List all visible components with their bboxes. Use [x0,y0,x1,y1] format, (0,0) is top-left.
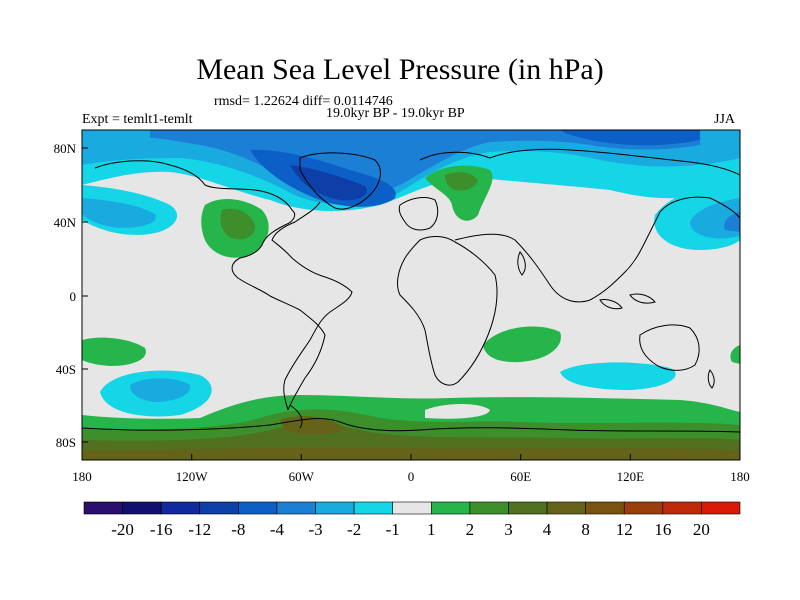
colorbar-label: -1 [386,520,400,539]
new-zealand-coast [707,369,715,389]
coastlines [82,148,740,433]
arabian-peninsula-coast [517,251,526,276]
colorbar-swatch [353,501,394,515]
colorbar-swatch [469,501,509,515]
siberia-anomaly-minus-4 [560,130,700,146]
colorbar-label: 16 [654,520,671,539]
stats-text: rmsd= 1.22624 diff= 0.0114746 [214,94,393,109]
colorbar-label: -4 [270,520,285,539]
colorbar: -20 -16 -12 -8 -4 -3 -2 -1 1 2 3 4 8 12 16 20 [83,501,741,539]
colorbar-label: -12 [188,520,211,539]
lon-label: 180 [72,469,92,484]
lon-label: 120E [617,469,645,484]
colorbar-swatch [623,501,664,515]
period-label: 19.0kyr BP - 19.0kyr BP [326,106,465,121]
season-label: JJA [714,112,736,127]
pressure-field [82,130,740,460]
colorbar-swatch [392,501,432,515]
colorbar-swatch [585,501,625,515]
greenland-coast [299,152,381,210]
colorbar-swatch [701,501,741,515]
britain-coast [398,197,439,231]
lat-label: 40N [54,215,77,230]
colorbar-label: 8 [581,520,590,539]
colorbar-swatch [546,501,586,515]
colorbar-label: 20 [693,520,710,539]
colorbar-label: -20 [111,520,134,539]
colorbar-label: 1 [427,520,436,539]
colorbar-label: 12 [616,520,633,539]
europe-anomaly-plus-2 [445,172,478,191]
south-pacific-anomaly-plus-1 [82,337,146,366]
south-america-east-coast [271,201,353,411]
indonesia-coast [599,293,656,310]
indian-ocean-anomaly-plus-1 [483,326,561,363]
lon-label: 0 [408,469,415,484]
colorbar-label: 4 [543,520,552,539]
pacific-east-anomaly-minus-3 [724,212,740,232]
colorbar-swatch [238,501,278,515]
colorbar-label: -8 [231,520,245,539]
australia-coast [639,324,700,371]
lat-ticks [82,147,88,443]
lon-label: 120W [176,469,209,484]
colorbar-label: -2 [347,520,361,539]
lat-label: 80N [54,141,77,156]
colorbar-swatch [160,501,201,515]
antarctic-anomaly-plus-4 [82,447,740,460]
colorbar-swatch [430,501,471,515]
colorbar-label: 3 [504,520,513,539]
americas-west-coast [94,160,326,411]
asia-south-coast [454,196,740,303]
colorbar-swatch [662,501,702,515]
lon-label: 60W [289,469,315,484]
antarctic-gap-neutral [425,404,490,419]
lat-label: 40S [56,362,76,377]
colorbar-label: 2 [466,520,475,539]
experiment-label: Expt = temlt1-temlt [82,112,193,127]
australia-east-anomaly-plus-1 [730,345,740,364]
colorbar-swatch [122,501,162,515]
colorbar-swatch [199,501,239,515]
colorbar-swatch [83,501,123,515]
antarctic-peninsula-coast [289,404,303,429]
southeast-pacific-anomaly-minus-2 [130,378,191,402]
colorbar-swatch [276,501,316,515]
lon-label: 180 [730,469,750,484]
pacific-west-anomaly-minus-2 [82,198,156,228]
north-america-anomaly-plus-2 [220,208,256,240]
lat-label: 0 [70,289,77,304]
antarctica-coast [82,418,740,433]
lat-label: 80S [56,435,76,450]
map-title: Mean Sea Level Pressure (in hPa) [196,53,604,86]
south-indian-anomaly-minus-1 [560,362,676,390]
colorbar-swatch [508,501,548,515]
colorbar-label: -16 [150,520,173,539]
lon-label: 60E [510,469,531,484]
eurasia-north-coast [419,148,740,176]
colorbar-swatch [315,501,355,515]
greenland-anomaly-minus-8 [290,165,368,201]
africa-coast [397,236,498,386]
lon-ticks [191,454,631,460]
colorbar-label: -3 [308,520,322,539]
